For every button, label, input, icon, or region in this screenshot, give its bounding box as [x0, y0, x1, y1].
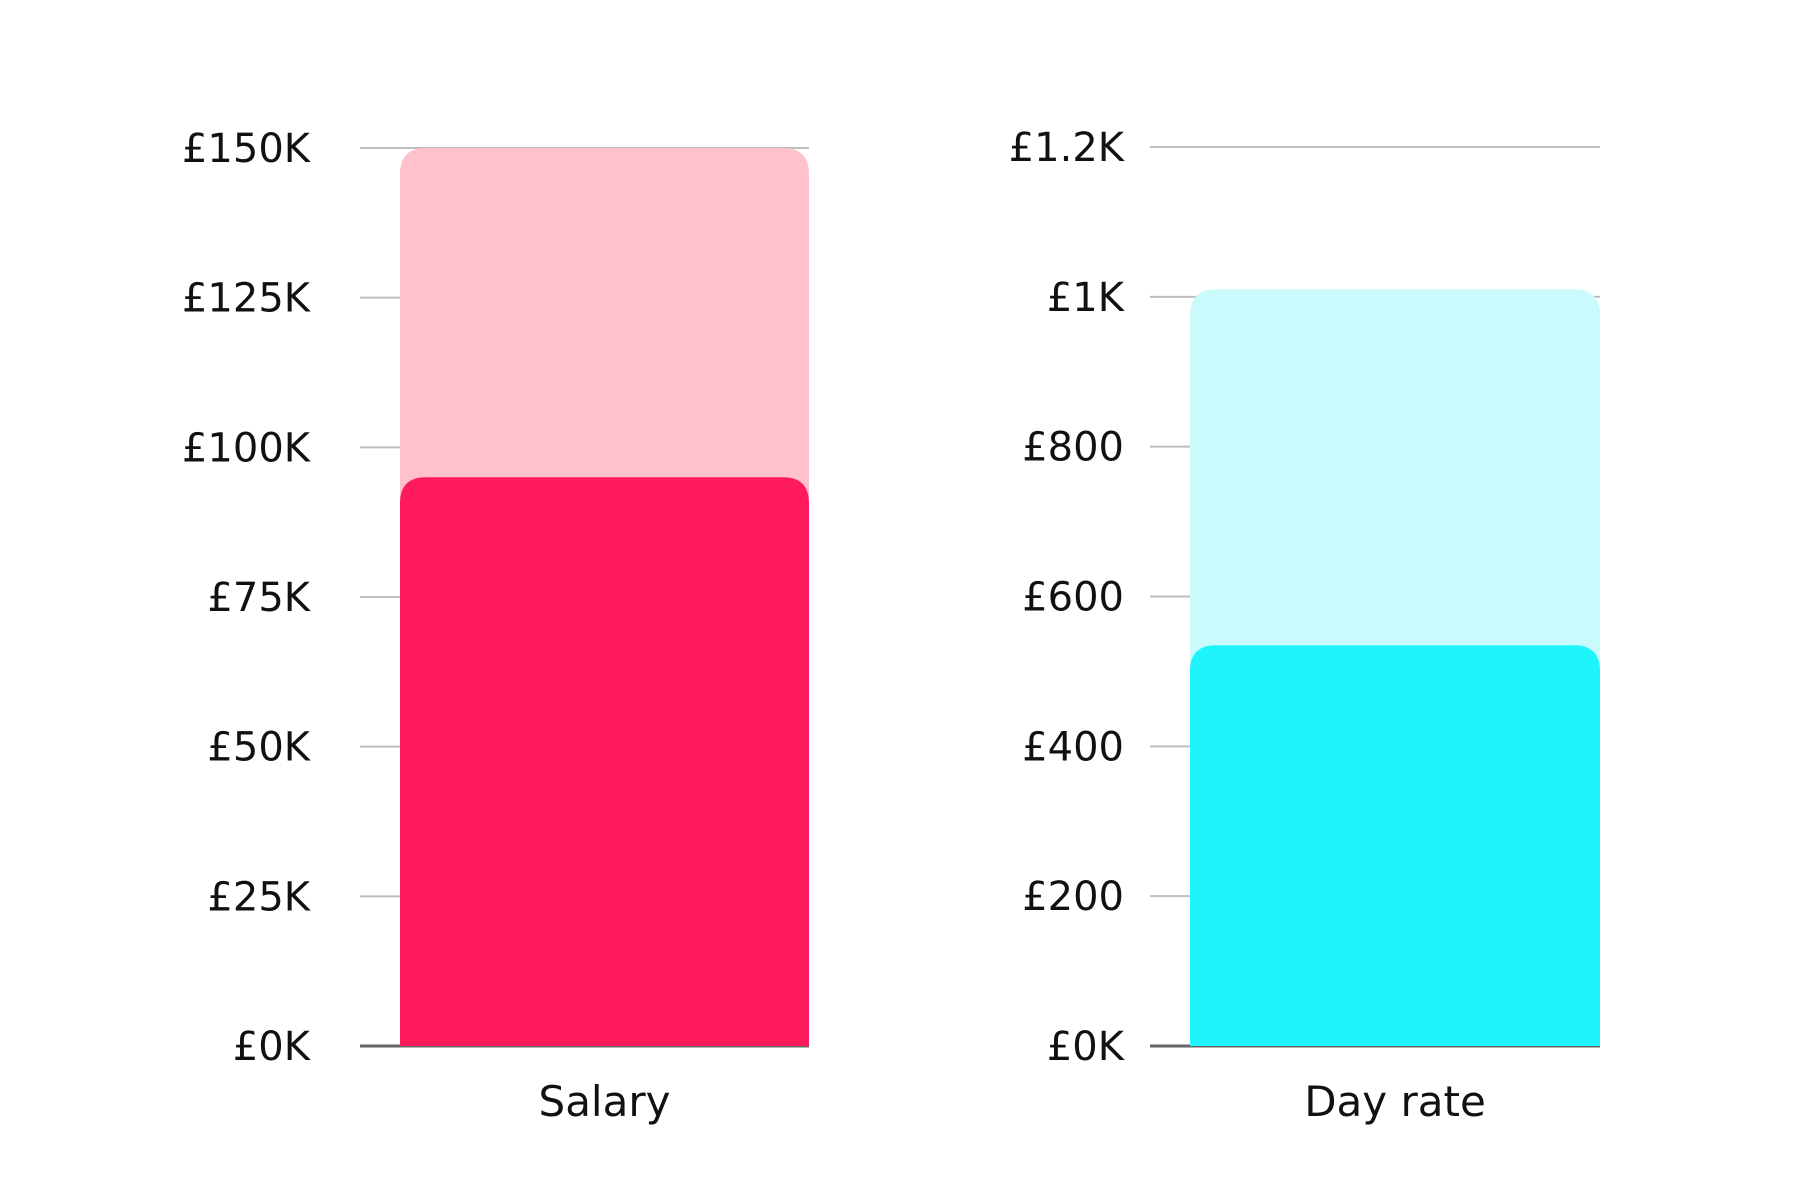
salary-chart: £0K £25K £50K £75K £100K £125K £150K Salary: [182, 126, 809, 1126]
salary-y-tick-label: £0K: [233, 1024, 312, 1070]
day-rate-y-tick-label: £600: [1022, 575, 1124, 621]
salary-y-tick-label: £75K: [207, 575, 311, 621]
salary-y-tick-label: £50K: [207, 725, 311, 771]
day-rate-bar-foreground: [1190, 645, 1600, 1046]
salary-y-tick-label: £25K: [207, 874, 311, 920]
day-rate-y-tick-label: £1K: [1047, 275, 1126, 321]
salary-category-label: Salary: [539, 1077, 671, 1126]
salary-bar-foreground: [400, 477, 809, 1046]
salary-y-tick-label: £125K: [182, 276, 312, 322]
day-rate-category-label: Day rate: [1304, 1077, 1486, 1126]
salary-y-tick-label: £100K: [182, 425, 312, 471]
day-rate-y-tick-label: £200: [1022, 874, 1124, 920]
day-rate-y-tick-label: £0K: [1047, 1024, 1126, 1070]
day-rate-y-tick-label: £800: [1022, 425, 1124, 471]
day-rate-y-tick-label: £400: [1022, 724, 1124, 770]
day-rate-chart: £0K £200 £400 £600 £800 £1K £1.2K Day rate: [1009, 125, 1600, 1126]
day-rate-y-tick-label: £1.2K: [1009, 125, 1126, 171]
salary-y-tick-label: £150K: [182, 126, 312, 172]
